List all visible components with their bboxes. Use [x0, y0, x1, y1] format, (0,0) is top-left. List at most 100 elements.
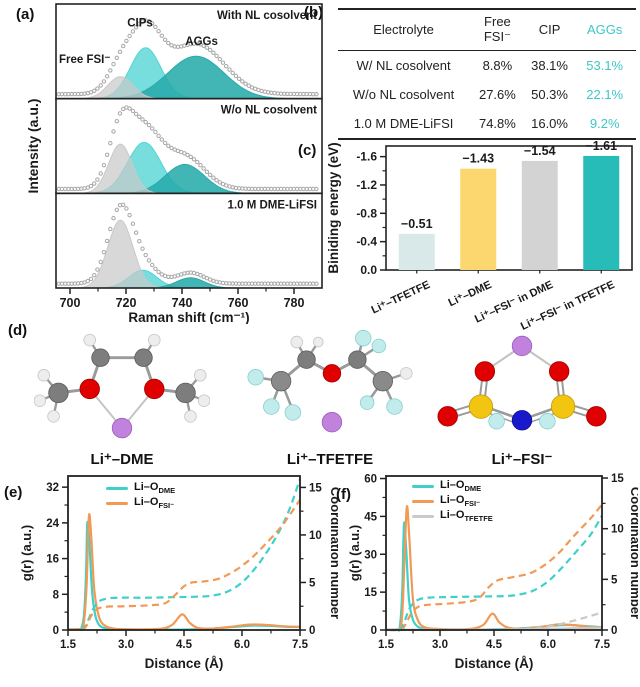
svg-text:5: 5	[309, 577, 316, 589]
lithium-atom	[111, 417, 133, 439]
hydrogen-atom	[290, 335, 304, 349]
svg-text:10: 10	[309, 530, 322, 542]
svg-text:780: 780	[284, 296, 305, 310]
legend-item: Li–ODME	[412, 480, 493, 493]
panel-a-label: (a)	[16, 6, 35, 23]
table-header-row: Electrolyte Free FSI⁻ CIP AGGs	[338, 9, 636, 51]
svg-text:30: 30	[364, 549, 377, 561]
carbon-atom	[134, 348, 153, 367]
line-swatch	[412, 500, 434, 503]
svg-text:1.5: 1.5	[60, 639, 77, 651]
fluorine-atom	[386, 398, 403, 415]
svg-text:6.0: 6.0	[234, 639, 250, 651]
svg-text:3.0: 3.0	[118, 639, 134, 651]
table-row: W/o NL cosolvent 27.6% 50.3% 22.1%	[338, 80, 636, 109]
atoms	[34, 333, 210, 439]
svg-text:CIPs: CIPs	[127, 17, 153, 29]
fluorine-atom	[371, 338, 387, 354]
legend-label: Li–O	[440, 509, 465, 522]
svg-text:700: 700	[60, 296, 81, 310]
carbon-atom	[270, 370, 292, 392]
legend-item: Li–ODME	[106, 482, 175, 495]
panel-c-label: (c)	[298, 142, 317, 159]
cell-free-fsi: 27.6%	[478, 86, 516, 102]
svg-text:760: 760	[228, 296, 249, 310]
svg-text:Raman shift (cm⁻¹): Raman shift (cm⁻¹)	[128, 310, 249, 324]
svg-text:Distance (Å): Distance (Å)	[455, 656, 534, 671]
svg-text:-1.6: -1.6	[356, 150, 377, 164]
svg-text:4.5: 4.5	[486, 639, 503, 651]
tfetfe-label: Li⁺–TFETFE	[286, 451, 374, 468]
cell-cip: 50.3%	[531, 86, 568, 102]
legend-label: Li–O	[440, 479, 465, 492]
oxygen-atom	[144, 378, 165, 400]
sulfur-atom	[468, 394, 494, 419]
svg-text:With NL cosolvent: With NL cosolvent	[217, 10, 317, 22]
fluorine-atom	[355, 330, 372, 347]
svg-text:-0.8: -0.8	[356, 206, 377, 220]
svg-text:Free FSI⁻: Free FSI⁻	[59, 54, 110, 66]
cell-free-fsi: 8.8%	[482, 57, 513, 73]
legend-label: Li–O	[134, 496, 159, 509]
svg-text:7.5: 7.5	[594, 639, 611, 651]
lithium-atom	[321, 412, 343, 433]
svg-text:AGGs: AGGs	[185, 36, 218, 48]
col-cip: CIP	[538, 22, 561, 38]
svg-text:Li⁺–TFETFE: Li⁺–TFETFE	[370, 279, 432, 317]
svg-text:10: 10	[611, 524, 624, 536]
cell-cip: 38.1%	[531, 57, 568, 73]
svg-text:0.0: 0.0	[360, 263, 377, 277]
svg-text:g(r) (a.u.): g(r) (a.u.)	[19, 525, 34, 581]
fluorine-atom	[247, 369, 264, 386]
svg-text:4.5: 4.5	[176, 639, 193, 651]
hydrogen-atom	[312, 336, 324, 348]
bonds	[39, 339, 205, 429]
svg-text:−0.51: −0.51	[401, 217, 433, 231]
svg-text:0: 0	[53, 625, 59, 637]
lithium-atom	[511, 335, 533, 357]
tfetfe-molecule	[247, 330, 413, 433]
svg-text:g(r) (a.u.): g(r) (a.u.)	[347, 525, 362, 581]
svg-text:45: 45	[364, 511, 377, 523]
cell-electrolyte: W/o NL cosolvent	[352, 86, 455, 102]
panel-f-label: (f)	[336, 486, 351, 503]
legend-e: Li–ODME Li–OFSI⁻	[106, 482, 175, 510]
hydrogen-atom	[148, 333, 161, 347]
fluorine-atom	[488, 413, 505, 430]
dme-label: Li⁺–DME	[90, 451, 154, 468]
panel-e-label: (e)	[4, 484, 23, 501]
legend-f: Li–ODME Li–OFSI⁻ Li–OTFETFE	[412, 480, 493, 523]
legend-label: Li–O	[440, 494, 465, 507]
nitrogen-atom	[511, 410, 533, 431]
oxygen-atom	[437, 406, 458, 427]
cell-electrolyte: W/ NL cosolvent	[356, 57, 451, 73]
svg-text:15: 15	[611, 473, 624, 485]
legend-item: Li–OFSI⁻	[106, 497, 175, 510]
line-swatch	[412, 515, 434, 518]
svg-text:3.0: 3.0	[432, 639, 448, 651]
svg-text:7.5: 7.5	[292, 639, 309, 651]
cell-aggs: 9.2%	[589, 115, 620, 131]
cell-electrolyte: 1.0 M DME-LiFSI	[353, 115, 454, 131]
cell-cip: 16.0%	[531, 115, 568, 131]
svg-text:0: 0	[371, 625, 377, 637]
cell-free-fsi: 74.8%	[478, 115, 516, 131]
svg-text:−1.61: −1.61	[585, 140, 617, 153]
svg-text:1.5: 1.5	[378, 639, 395, 651]
svg-text:-1.2: -1.2	[356, 178, 377, 192]
rdf-panel-e: 1.5 3.0 4.5 6.0 7.5 0 8 16 24 32 0 5 10 15 Distance (Å…	[18, 468, 343, 686]
panel-b-label: (b)	[304, 4, 324, 21]
table-row: W/ NL cosolvent 8.8% 38.1% 53.1%	[338, 50, 636, 80]
raman-spectra-chart: With NL cosolvent Free FSI⁻ CIPs AGGs W/o NL…	[26, 3, 323, 324]
hydrogen-atom	[47, 410, 60, 423]
sulfur-atom	[550, 394, 576, 419]
fluorine-atom	[359, 395, 375, 410]
svg-text:15: 15	[364, 587, 377, 599]
svg-text:0: 0	[309, 625, 315, 637]
carbon-atom	[175, 382, 196, 404]
line-swatch	[106, 502, 128, 505]
carbon-atom	[348, 350, 367, 369]
binding-energy-chart: 0.0 -0.4 -0.8 -1.2 -1.6 −0.51 Li⁺–TFETFE −1.43 L…	[326, 140, 633, 333]
svg-text:Coordination number: Coordination number	[628, 487, 638, 619]
